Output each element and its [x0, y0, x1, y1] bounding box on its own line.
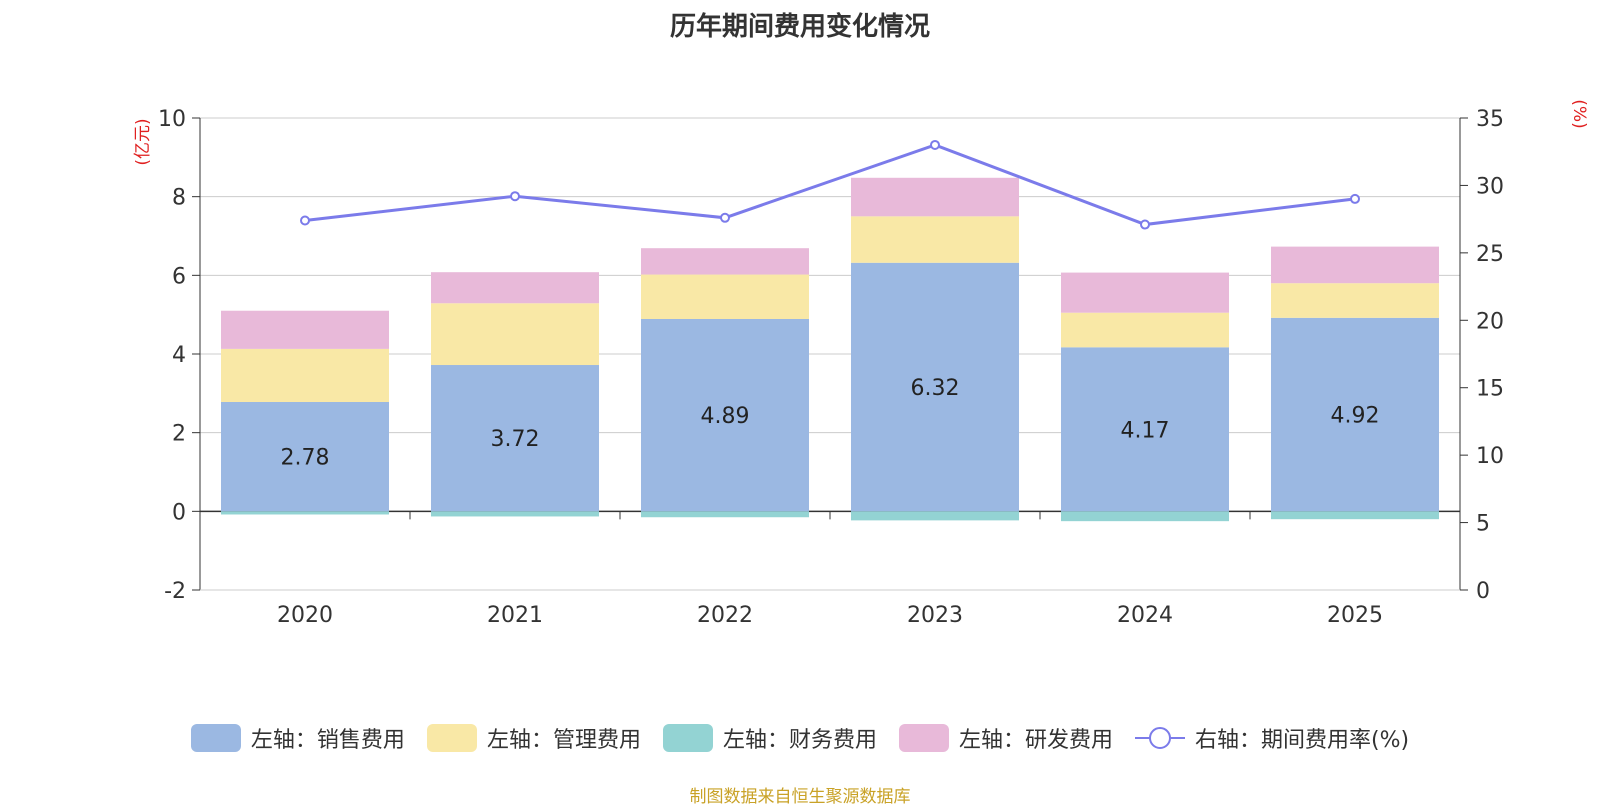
bar-segment-series-3	[851, 177, 1019, 217]
bar-segment-series-3	[221, 310, 389, 349]
bar-segment-series-2	[221, 511, 389, 515]
bar-segment-series-2	[1271, 511, 1439, 520]
legend-item-finance[interactable]: 左轴：财务费用	[662, 722, 877, 754]
legend-item-rd[interactable]: 左轴：研发费用	[898, 722, 1113, 754]
legend-item-sales[interactable]: 左轴：销售费用	[190, 722, 405, 754]
bar-segment-series-1	[431, 303, 599, 366]
right-axis-tick-label: 5	[1476, 512, 1490, 537]
legend-label-admin: 左轴：管理费用	[486, 728, 641, 753]
left-axis-tick-label: 2	[172, 422, 186, 447]
bar-segment-series-0	[641, 318, 809, 512]
category-label: 2022	[697, 603, 753, 628]
bar-segment-series-1	[851, 216, 1019, 263]
category-label: 2024	[1117, 603, 1173, 628]
bar-segment-series-2	[641, 511, 809, 518]
left-axis-tick-label: 6	[172, 264, 186, 289]
left-axis-tick-label: 8	[172, 186, 186, 211]
legend-item-expense-rate[interactable]: 右轴：期间费用率(%)	[1134, 722, 1410, 754]
bar-segment-series-3	[1061, 272, 1229, 313]
bar-segment-series-1	[1061, 312, 1229, 348]
expense-rate-line	[304, 143, 1356, 227]
bar-segment-series-0	[851, 262, 1019, 512]
left-axis-tick-label: 4	[172, 343, 186, 368]
bar-data-label: 4.17	[1121, 418, 1170, 443]
source-note: 制图数据来自恒生聚源数据库	[689, 787, 911, 807]
bar-segment-series-3	[1271, 246, 1439, 284]
expense-rate-point	[1140, 219, 1150, 230]
expense-rate-point	[930, 139, 940, 150]
bar-segment-series-2	[851, 511, 1019, 521]
legend-swatch-admin	[426, 724, 477, 752]
expense-rate-point	[510, 191, 520, 202]
left-axis-unit-label: (亿元)	[133, 118, 153, 165]
bar-segment-series-0	[221, 401, 389, 512]
legend-swatch-rd	[898, 724, 949, 752]
right-axis-tick-label: 10	[1476, 444, 1504, 469]
legend-line-marker-icon	[1134, 727, 1185, 749]
expense-rate-point	[300, 215, 310, 226]
left-axis-tick-label: 0	[172, 500, 186, 525]
legend-label-rd: 左轴：研发费用	[958, 728, 1113, 753]
legend-label-sales: 左轴：销售费用	[250, 728, 405, 753]
bar-segment-series-1	[1271, 283, 1439, 318]
right-axis-tick-label: 20	[1476, 309, 1504, 334]
expense-rate-point	[720, 212, 730, 223]
legend-item-admin[interactable]: 左轴：管理费用	[426, 722, 641, 754]
right-axis-unit-label: (%)	[1569, 99, 1589, 128]
bar-data-label: 2.78	[281, 446, 330, 471]
legend-swatch-finance	[662, 724, 713, 752]
category-label: 2020	[277, 603, 333, 628]
bar-segment-series-2	[1061, 511, 1229, 522]
bar-data-label: 6.32	[911, 376, 960, 401]
left-axis-tick-label: 10	[158, 107, 186, 132]
bar-data-label: 4.89	[701, 404, 750, 429]
right-axis-tick-label: 15	[1476, 377, 1504, 402]
right-axis-tick-label: 30	[1476, 174, 1504, 199]
right-axis-tick-label: 25	[1476, 242, 1504, 267]
bar-segment-series-1	[221, 348, 389, 402]
bar-segment-series-0	[1271, 317, 1439, 512]
legend: 左轴：销售费用 左轴：管理费用 左轴：财务费用 左轴：研发费用 右轴：期间费用率…	[0, 722, 1600, 754]
legend-swatch-sales	[190, 724, 241, 752]
expense-rate-point	[1350, 193, 1360, 204]
legend-label-expense-rate: 右轴：期间费用率(%)	[1194, 728, 1410, 753]
bar-segment-series-3	[641, 248, 809, 275]
category-label: 2021	[487, 603, 543, 628]
right-axis-tick-label: 0	[1476, 579, 1490, 604]
legend-label-finance: 左轴：财务费用	[722, 728, 877, 753]
bar-segment-series-3	[431, 272, 599, 304]
bar-segment-series-0	[431, 365, 599, 512]
bar-segment-series-0	[1061, 347, 1229, 512]
right-axis-tick-label: 35	[1476, 107, 1504, 132]
bar-segment-series-2	[431, 511, 599, 517]
category-label: 2023	[907, 603, 963, 628]
category-label: 2025	[1327, 603, 1383, 628]
bar-data-label: 3.72	[491, 427, 540, 452]
chart-title: 历年期间费用变化情况	[669, 12, 930, 42]
bar-segment-series-1	[641, 274, 809, 319]
bar-data-label: 4.92	[1331, 404, 1380, 429]
left-axis-tick-label: -2	[164, 579, 186, 604]
